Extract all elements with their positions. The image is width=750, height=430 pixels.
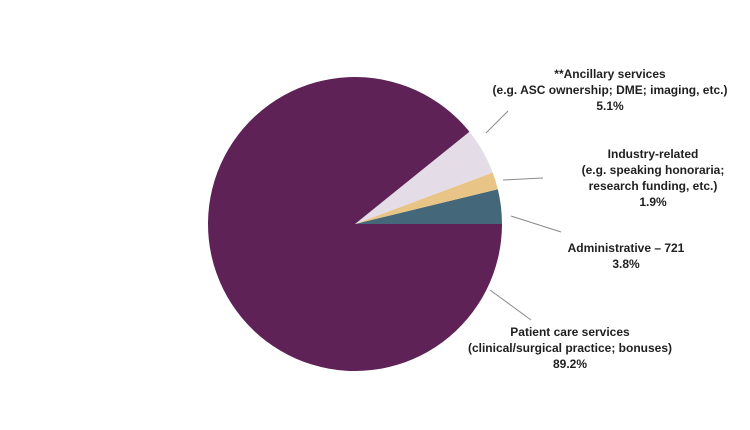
pie-slice-2 (355, 131, 493, 224)
slice-label-line: Patient care services (510, 325, 630, 339)
slice-label-line: (e.g. speaking honoraria; (581, 163, 725, 177)
pie-slices (207, 77, 503, 372)
slice-label-line: (e.g. ASC ownership; DME; imaging, etc.) (492, 83, 728, 97)
pie-slice-0 (355, 189, 502, 224)
leader-line-1 (502, 177, 544, 181)
leader-lines (485, 110, 562, 321)
slice-label-1: Industry-related (e.g. speaking honoraria… (578, 146, 728, 210)
slice-label-2: **Ancillary services (e.g. ASC ownership;… (490, 66, 730, 114)
pie-slice-3 (207, 77, 503, 372)
slice-label-line: (clinical/surgical practice; bonuses) (467, 341, 673, 355)
leader-line-3 (489, 289, 532, 321)
slice-label-3: Patient care services (clinical/surgical … (460, 324, 680, 372)
slice-label-0: Administrative – 721 3.8% (556, 240, 696, 272)
slice-value-label: 5.1% (596, 99, 624, 113)
slice-value-label: 89.2% (552, 357, 588, 371)
slice-value-label: 3.8% (612, 257, 640, 271)
pie-slice-1 (355, 172, 498, 224)
slice-label-line: research funding, etc.) (588, 179, 718, 193)
leader-line-2 (485, 110, 509, 134)
slice-value-label: 1.9% (639, 195, 667, 209)
leader-line-0 (510, 215, 562, 233)
slice-label-line: **Ancillary services (554, 67, 666, 81)
slice-label-line: Industry-related (607, 147, 699, 161)
slice-label-line: Administrative – 721 (567, 241, 685, 255)
